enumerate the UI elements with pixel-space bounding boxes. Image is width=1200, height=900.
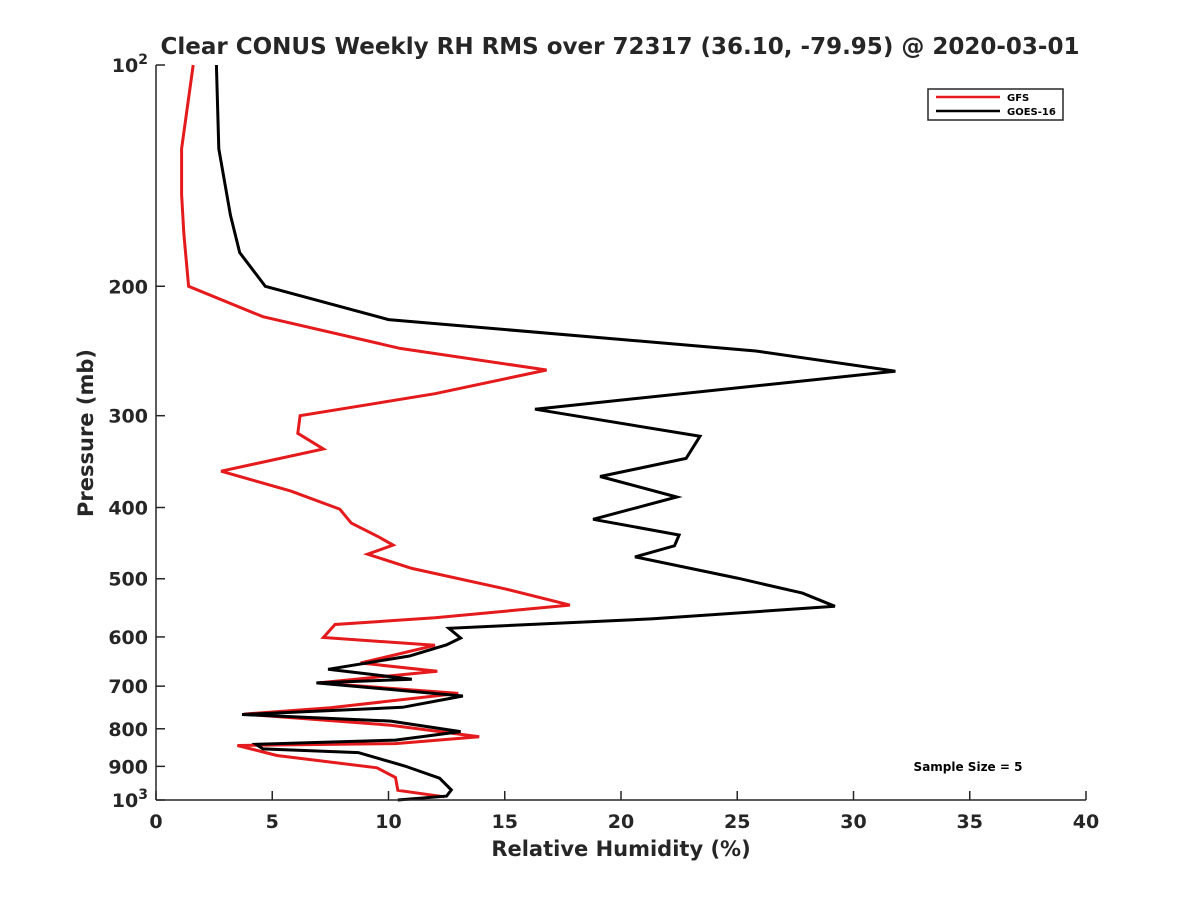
sample-size-annotation: Sample Size = 5 [914,760,1023,774]
y-tick-label: 102 [112,52,148,77]
legend: GFS GOES-16 [927,88,1064,121]
axes-background [156,65,1086,800]
plot-area [156,65,1086,800]
x-tick-label: 25 [724,811,750,833]
y-tick-label: 300 [108,406,148,428]
chart-title: Clear CONUS Weekly RH RMS over 72317 (36… [161,34,1080,60]
x-tick-label: 30 [840,811,866,833]
x-tick-label: 0 [149,811,162,833]
y-tick-label: 500 [108,569,148,591]
series-line-goes16 [214,64,896,802]
series-line-gfs [180,64,571,799]
x-tick-label: 40 [1073,811,1099,833]
x-tick-label: 5 [266,811,279,833]
y-tick-label: 400 [108,498,148,520]
x-tick-label: 10 [375,811,401,833]
series-layer [180,64,896,802]
y-tick-label: 800 [108,719,148,741]
y-tick-label: 600 [108,627,148,649]
y-ticks: 102 200 300 400 500 600 700 800 900 103 [108,52,165,812]
legend-label-goes16: GOES-16 [1007,107,1056,118]
x-tick-label: 35 [957,811,983,833]
y-tick-label: 900 [108,756,148,778]
y-tick-label: 200 [108,276,148,298]
x-tick-label: 15 [492,811,518,833]
y-tick-label: 700 [108,676,148,698]
y-axis-label: Pressure (mb) [74,349,98,517]
x-ticks: 0 5 10 15 20 25 30 35 40 [149,791,1099,833]
legend-box [927,88,1064,121]
legend-label-gfs: GFS [1007,93,1029,104]
y-tick-label: 103 [112,787,148,812]
x-axis-label: Relative Humidity (%) [491,837,750,861]
x-tick-label: 20 [608,811,634,833]
